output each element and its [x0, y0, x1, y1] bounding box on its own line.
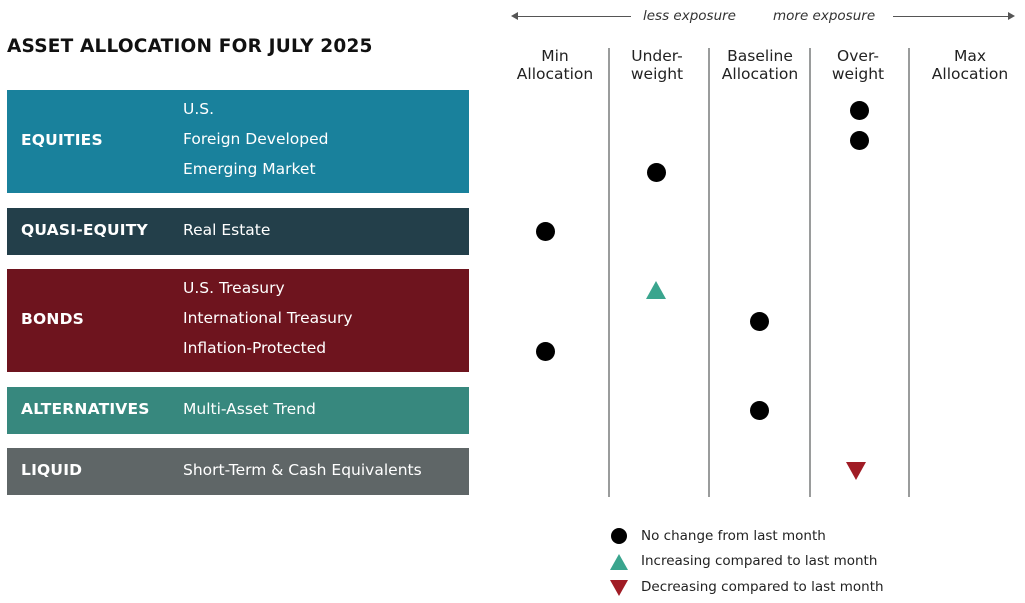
- marker-us-treasury-increasing: [646, 281, 666, 299]
- triangle-down-icon: [610, 580, 628, 596]
- asset-label: Inflation-Protected: [183, 339, 327, 357]
- marker-foreign-developed-no-change: [850, 131, 869, 150]
- less-exposure-label: less exposure: [643, 8, 736, 24]
- category-liquid: LIQUID Short-Term & Cash Equivalents: [7, 448, 469, 495]
- marker-international-treasury-no-change: [750, 312, 769, 331]
- asset-label: Foreign Developed: [183, 130, 329, 148]
- category-label: EQUITIES: [21, 131, 103, 149]
- column-divider: [708, 48, 710, 497]
- legend-label: Increasing compared to last month: [641, 553, 878, 569]
- category-bonds: BONDS U.S. Treasury International Treasu…: [7, 269, 469, 372]
- arrow-right-icon: [1008, 12, 1015, 20]
- category-alternatives: ALTERNATIVES Multi-Asset Trend: [7, 387, 469, 434]
- column-header-overweight: Over-weight: [831, 47, 885, 83]
- triangle-up-icon: [610, 554, 628, 570]
- more-exposure-line: [893, 16, 1008, 17]
- column-divider: [809, 48, 811, 497]
- marker-us-equities-no-change: [850, 101, 869, 120]
- category-quasi-equity: QUASI-EQUITY Real Estate: [7, 208, 469, 255]
- column-divider: [908, 48, 910, 497]
- marker-emerging-market-no-change: [647, 163, 666, 182]
- less-exposure-line: [515, 16, 631, 17]
- legend-label: No change from last month: [641, 528, 826, 544]
- marker-inflation-protected-no-change: [536, 342, 555, 361]
- marker-real-estate-no-change: [536, 222, 555, 241]
- category-equities: EQUITIES U.S. Foreign Developed Emerging…: [7, 90, 469, 193]
- column-header-underweight: Under-weight: [630, 47, 684, 83]
- category-label: BONDS: [21, 310, 84, 328]
- legend-label: Decreasing compared to last month: [641, 579, 884, 595]
- column-header-baseline: Baseline Allocation: [721, 47, 799, 83]
- asset-label: Real Estate: [183, 221, 271, 239]
- category-label: LIQUID: [21, 461, 83, 479]
- asset-label: U.S. Treasury: [183, 279, 285, 297]
- arrow-left-icon: [511, 12, 518, 20]
- category-label: ALTERNATIVES: [21, 400, 150, 418]
- asset-label: Multi-Asset Trend: [183, 400, 316, 418]
- asset-label: U.S.: [183, 100, 215, 118]
- marker-multi-asset-trend-no-change: [750, 401, 769, 420]
- asset-label: Short-Term & Cash Equivalents: [183, 461, 422, 479]
- column-header-max: Max Allocation: [931, 47, 1009, 83]
- marker-short-term-decreasing: [846, 462, 866, 480]
- page-title: ASSET ALLOCATION FOR JULY 2025: [7, 36, 373, 57]
- asset-label: International Treasury: [183, 309, 353, 327]
- column-header-min: Min Allocation: [516, 47, 594, 83]
- asset-label: Emerging Market: [183, 160, 316, 178]
- more-exposure-label: more exposure: [773, 8, 876, 24]
- category-label: QUASI-EQUITY: [21, 221, 148, 239]
- circle-icon: [611, 528, 627, 544]
- column-divider: [608, 48, 610, 497]
